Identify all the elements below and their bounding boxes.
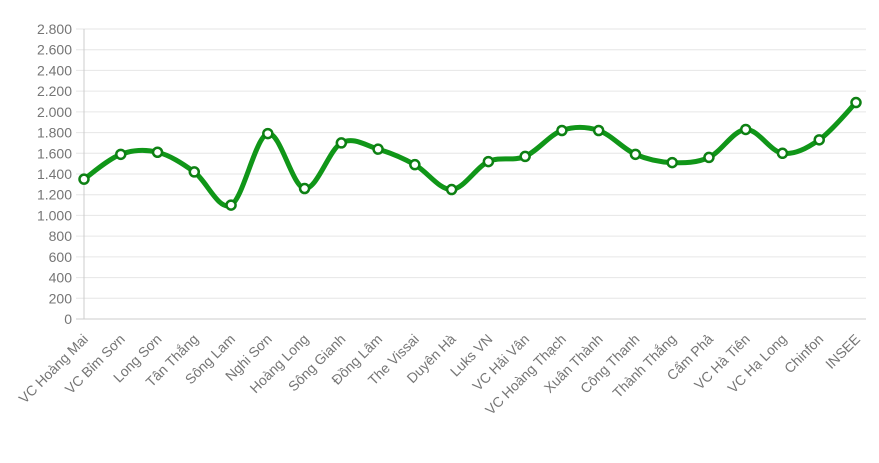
data-points bbox=[78, 96, 862, 211]
gridlines bbox=[76, 28, 866, 320]
y-axis-tick-label: 400 bbox=[49, 270, 73, 286]
y-axis-tick-label: 2.400 bbox=[37, 62, 72, 78]
y-axis-tick-label: 200 bbox=[49, 290, 73, 306]
y-axis-tick-label: 2.000 bbox=[37, 104, 72, 120]
y-axis-tick-label: 2.600 bbox=[37, 42, 72, 58]
data-point[interactable] bbox=[372, 143, 384, 155]
data-point[interactable] bbox=[629, 148, 642, 161]
data-point[interactable] bbox=[776, 147, 789, 160]
y-axis-tick-label: 0 bbox=[64, 311, 72, 327]
y-axis-tick-label: 1.000 bbox=[37, 207, 72, 223]
data-point[interactable] bbox=[188, 166, 201, 178]
y-axis-tick-label: 800 bbox=[49, 228, 73, 244]
y-axis-tick-label: 2.800 bbox=[37, 21, 72, 37]
data-point[interactable] bbox=[262, 127, 274, 140]
data-point[interactable] bbox=[335, 137, 348, 149]
y-axis-tick-label: 1.200 bbox=[37, 187, 72, 203]
series-line bbox=[81, 100, 859, 209]
data-point[interactable] bbox=[519, 150, 531, 163]
data-point[interactable] bbox=[850, 96, 862, 109]
y-axis-tick-label: 1.600 bbox=[37, 145, 72, 161]
data-point[interactable] bbox=[151, 146, 164, 158]
y-axis-labels: 0 200 400 600 800 1.000 1.200 1.400 1.600 1.800 2.… bbox=[37, 21, 72, 327]
x-axis-tick-label: Chinfon bbox=[781, 331, 826, 376]
data-point[interactable] bbox=[703, 151, 715, 164]
data-point[interactable] bbox=[739, 123, 752, 136]
y-axis-tick-label: 1.800 bbox=[37, 125, 72, 141]
data-point[interactable] bbox=[482, 155, 495, 168]
data-point[interactable] bbox=[813, 134, 825, 146]
data-point[interactable] bbox=[298, 182, 311, 195]
data-point[interactable] bbox=[409, 158, 421, 171]
data-point[interactable] bbox=[78, 173, 90, 185]
data-point[interactable] bbox=[666, 156, 678, 169]
data-point[interactable] bbox=[556, 124, 568, 137]
y-axis-tick-label: 600 bbox=[49, 249, 73, 265]
x-axis-tick-label: INSEE bbox=[822, 331, 863, 372]
y-axis-tick-label: 1.400 bbox=[37, 166, 72, 182]
data-point[interactable] bbox=[225, 199, 237, 211]
y-axis-tick-label: 2.200 bbox=[37, 83, 72, 99]
data-point[interactable] bbox=[592, 124, 605, 137]
data-point[interactable] bbox=[445, 183, 458, 196]
data-point[interactable] bbox=[115, 148, 127, 161]
